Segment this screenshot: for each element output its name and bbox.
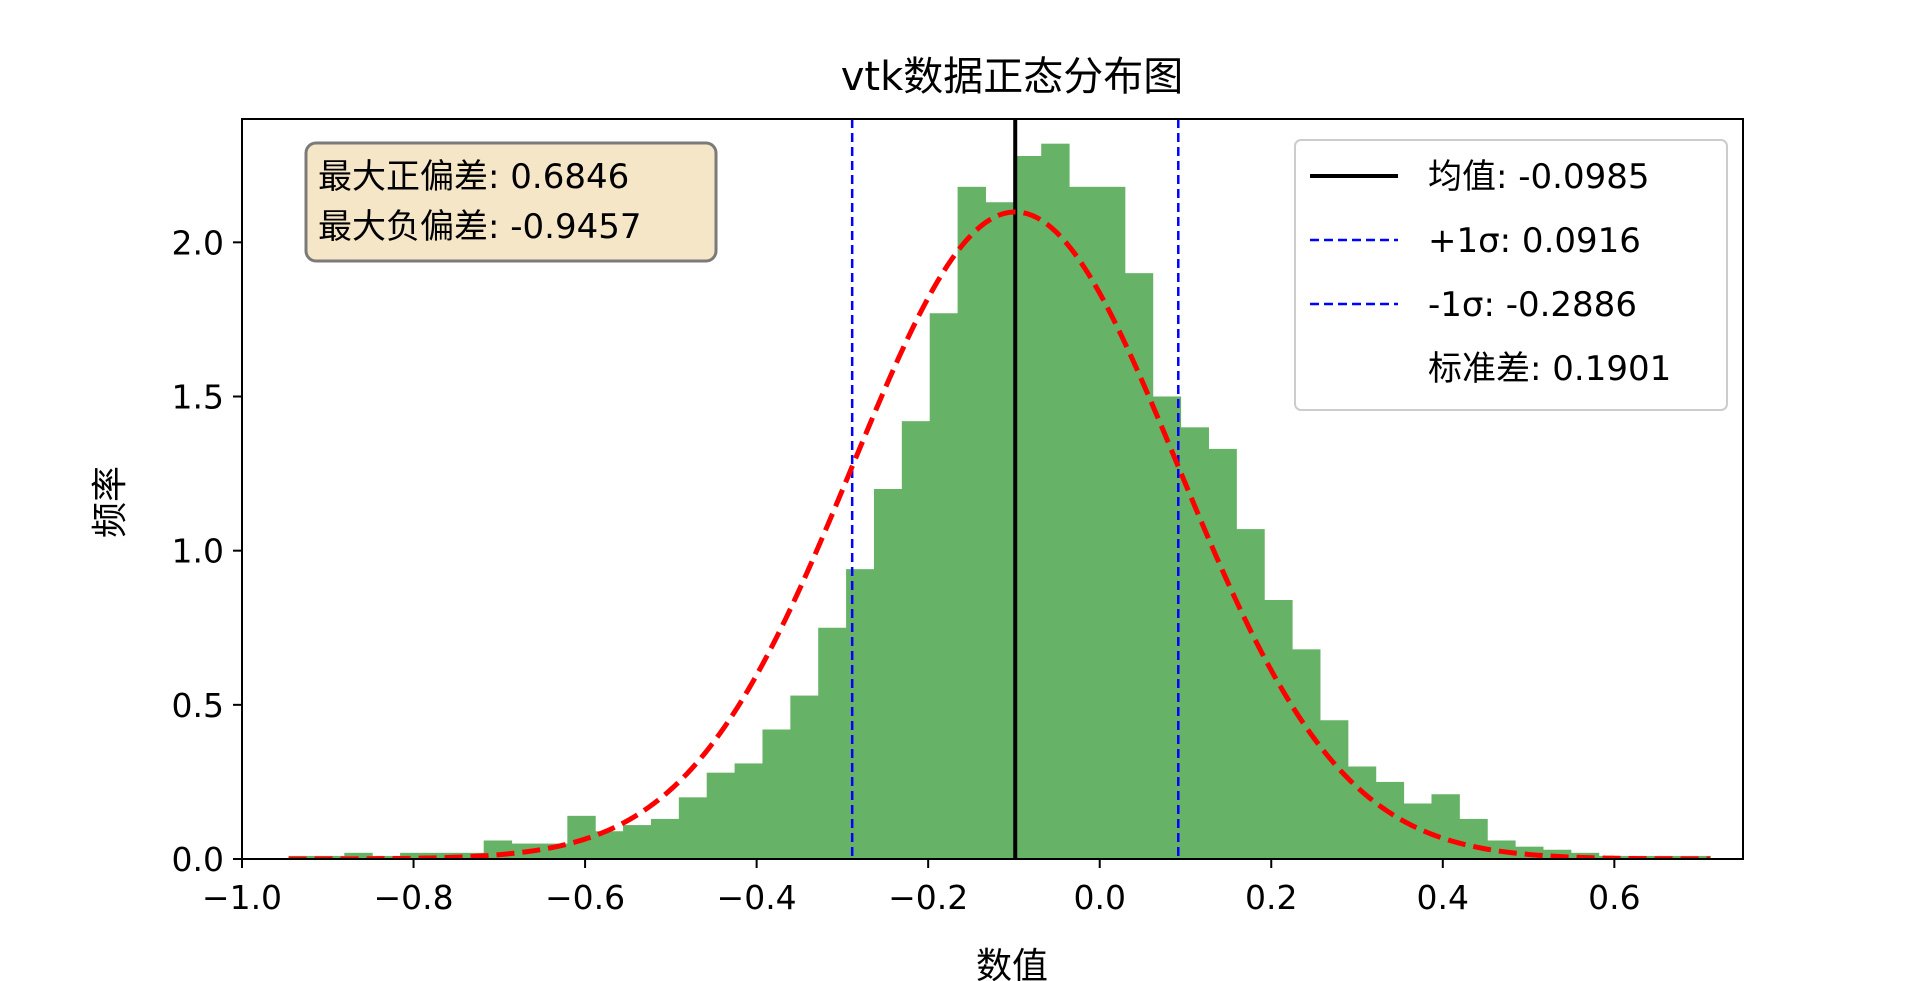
normal-fit-curve <box>288 209 1711 859</box>
histogram-bar <box>1124 273 1154 859</box>
x-tick-label: −0.6 <box>545 878 625 917</box>
x-axis-label: 数值 <box>976 946 1048 981</box>
x-tick-label: 0.2 <box>1245 878 1297 917</box>
histogram-bar <box>1180 427 1209 859</box>
histogram-bar <box>846 569 875 859</box>
histogram-bar <box>901 421 931 859</box>
annotation-box <box>304 141 718 263</box>
histogram-bar <box>929 313 959 859</box>
stats-annotation: 最大正偏差: 0.6846 最大负偏差: -0.9457 <box>304 141 718 263</box>
histogram-bar <box>706 772 736 859</box>
chart-title: vtk数据正态分布图 <box>841 54 1184 100</box>
x-tick-label: −0.8 <box>373 878 453 917</box>
legend-box <box>1294 139 1728 411</box>
histogram-bar <box>1264 600 1293 859</box>
histogram-bar <box>957 186 986 859</box>
x-tick-label: 0.0 <box>1073 878 1125 917</box>
y-tick-label: 0.5 <box>172 686 224 725</box>
histogram-bar <box>734 763 763 859</box>
histogram-bar <box>1096 186 1126 859</box>
legend-label: 标准差: 0.1901 <box>1428 349 1671 389</box>
histogram-bar <box>1069 186 1098 859</box>
x-tick-label: 0.4 <box>1417 878 1469 917</box>
histogram-bar <box>567 815 596 859</box>
y-tick-label: 2.0 <box>172 223 224 262</box>
axes-frame <box>241 118 1744 860</box>
histogram-bar <box>1319 720 1349 859</box>
histogram-bar <box>1431 794 1460 859</box>
x-tick-label: −0.2 <box>888 878 968 917</box>
plot-area: −1.0 −0.8 −0.6 −0.4 −0.2 0.0 0.2 0.4 0.6 0.0 0.5 1.… <box>172 118 1744 917</box>
histogram-bar <box>678 797 708 859</box>
histogram-bar <box>762 729 791 859</box>
x-tick-label: −0.4 <box>717 878 797 917</box>
histogram-bar <box>623 825 652 859</box>
histogram-bar <box>985 202 1014 859</box>
plot-content <box>288 119 1711 859</box>
histogram-bar <box>1292 649 1321 859</box>
y-tick-label: 0.0 <box>172 840 224 879</box>
y-tick-label: 1.5 <box>172 378 224 417</box>
annotation-line: 最大负偏差: -0.9457 <box>318 207 642 247</box>
histogram-bar <box>427 852 457 859</box>
x-tick-label: −1.0 <box>202 878 282 917</box>
legend-label: +1σ: 0.0916 <box>1428 221 1641 261</box>
histogram-bar <box>1013 156 1042 859</box>
legend-label: 均值: -0.0985 <box>1428 157 1650 197</box>
y-axis-label: 频率 <box>90 466 131 538</box>
histogram-bar <box>1041 143 1070 859</box>
histogram-bar <box>344 852 373 859</box>
legend: 均值: -0.0985 +1σ: 0.0916 -1σ: -0.2886 标准差: 0… <box>1294 139 1728 411</box>
histogram-bar <box>873 489 903 859</box>
histogram-bar <box>1459 818 1488 859</box>
histogram-bar <box>1152 396 1182 859</box>
histogram-bar <box>1208 448 1237 859</box>
histogram-bar <box>400 852 429 859</box>
annotation-line: 最大正偏差: 0.6846 <box>318 157 629 197</box>
histogram-bar <box>1236 529 1265 859</box>
histogram-bar <box>1375 781 1405 859</box>
histogram-bar <box>818 627 847 859</box>
x-tick-label: 0.6 <box>1588 878 1640 917</box>
histogram-bar <box>650 818 680 859</box>
histogram-bar <box>372 855 401 859</box>
y-tick-label: 1.0 <box>172 532 224 571</box>
histogram-bar <box>455 852 485 859</box>
histogram-bar <box>790 695 819 859</box>
legend-label: -1σ: -0.2886 <box>1428 285 1637 325</box>
